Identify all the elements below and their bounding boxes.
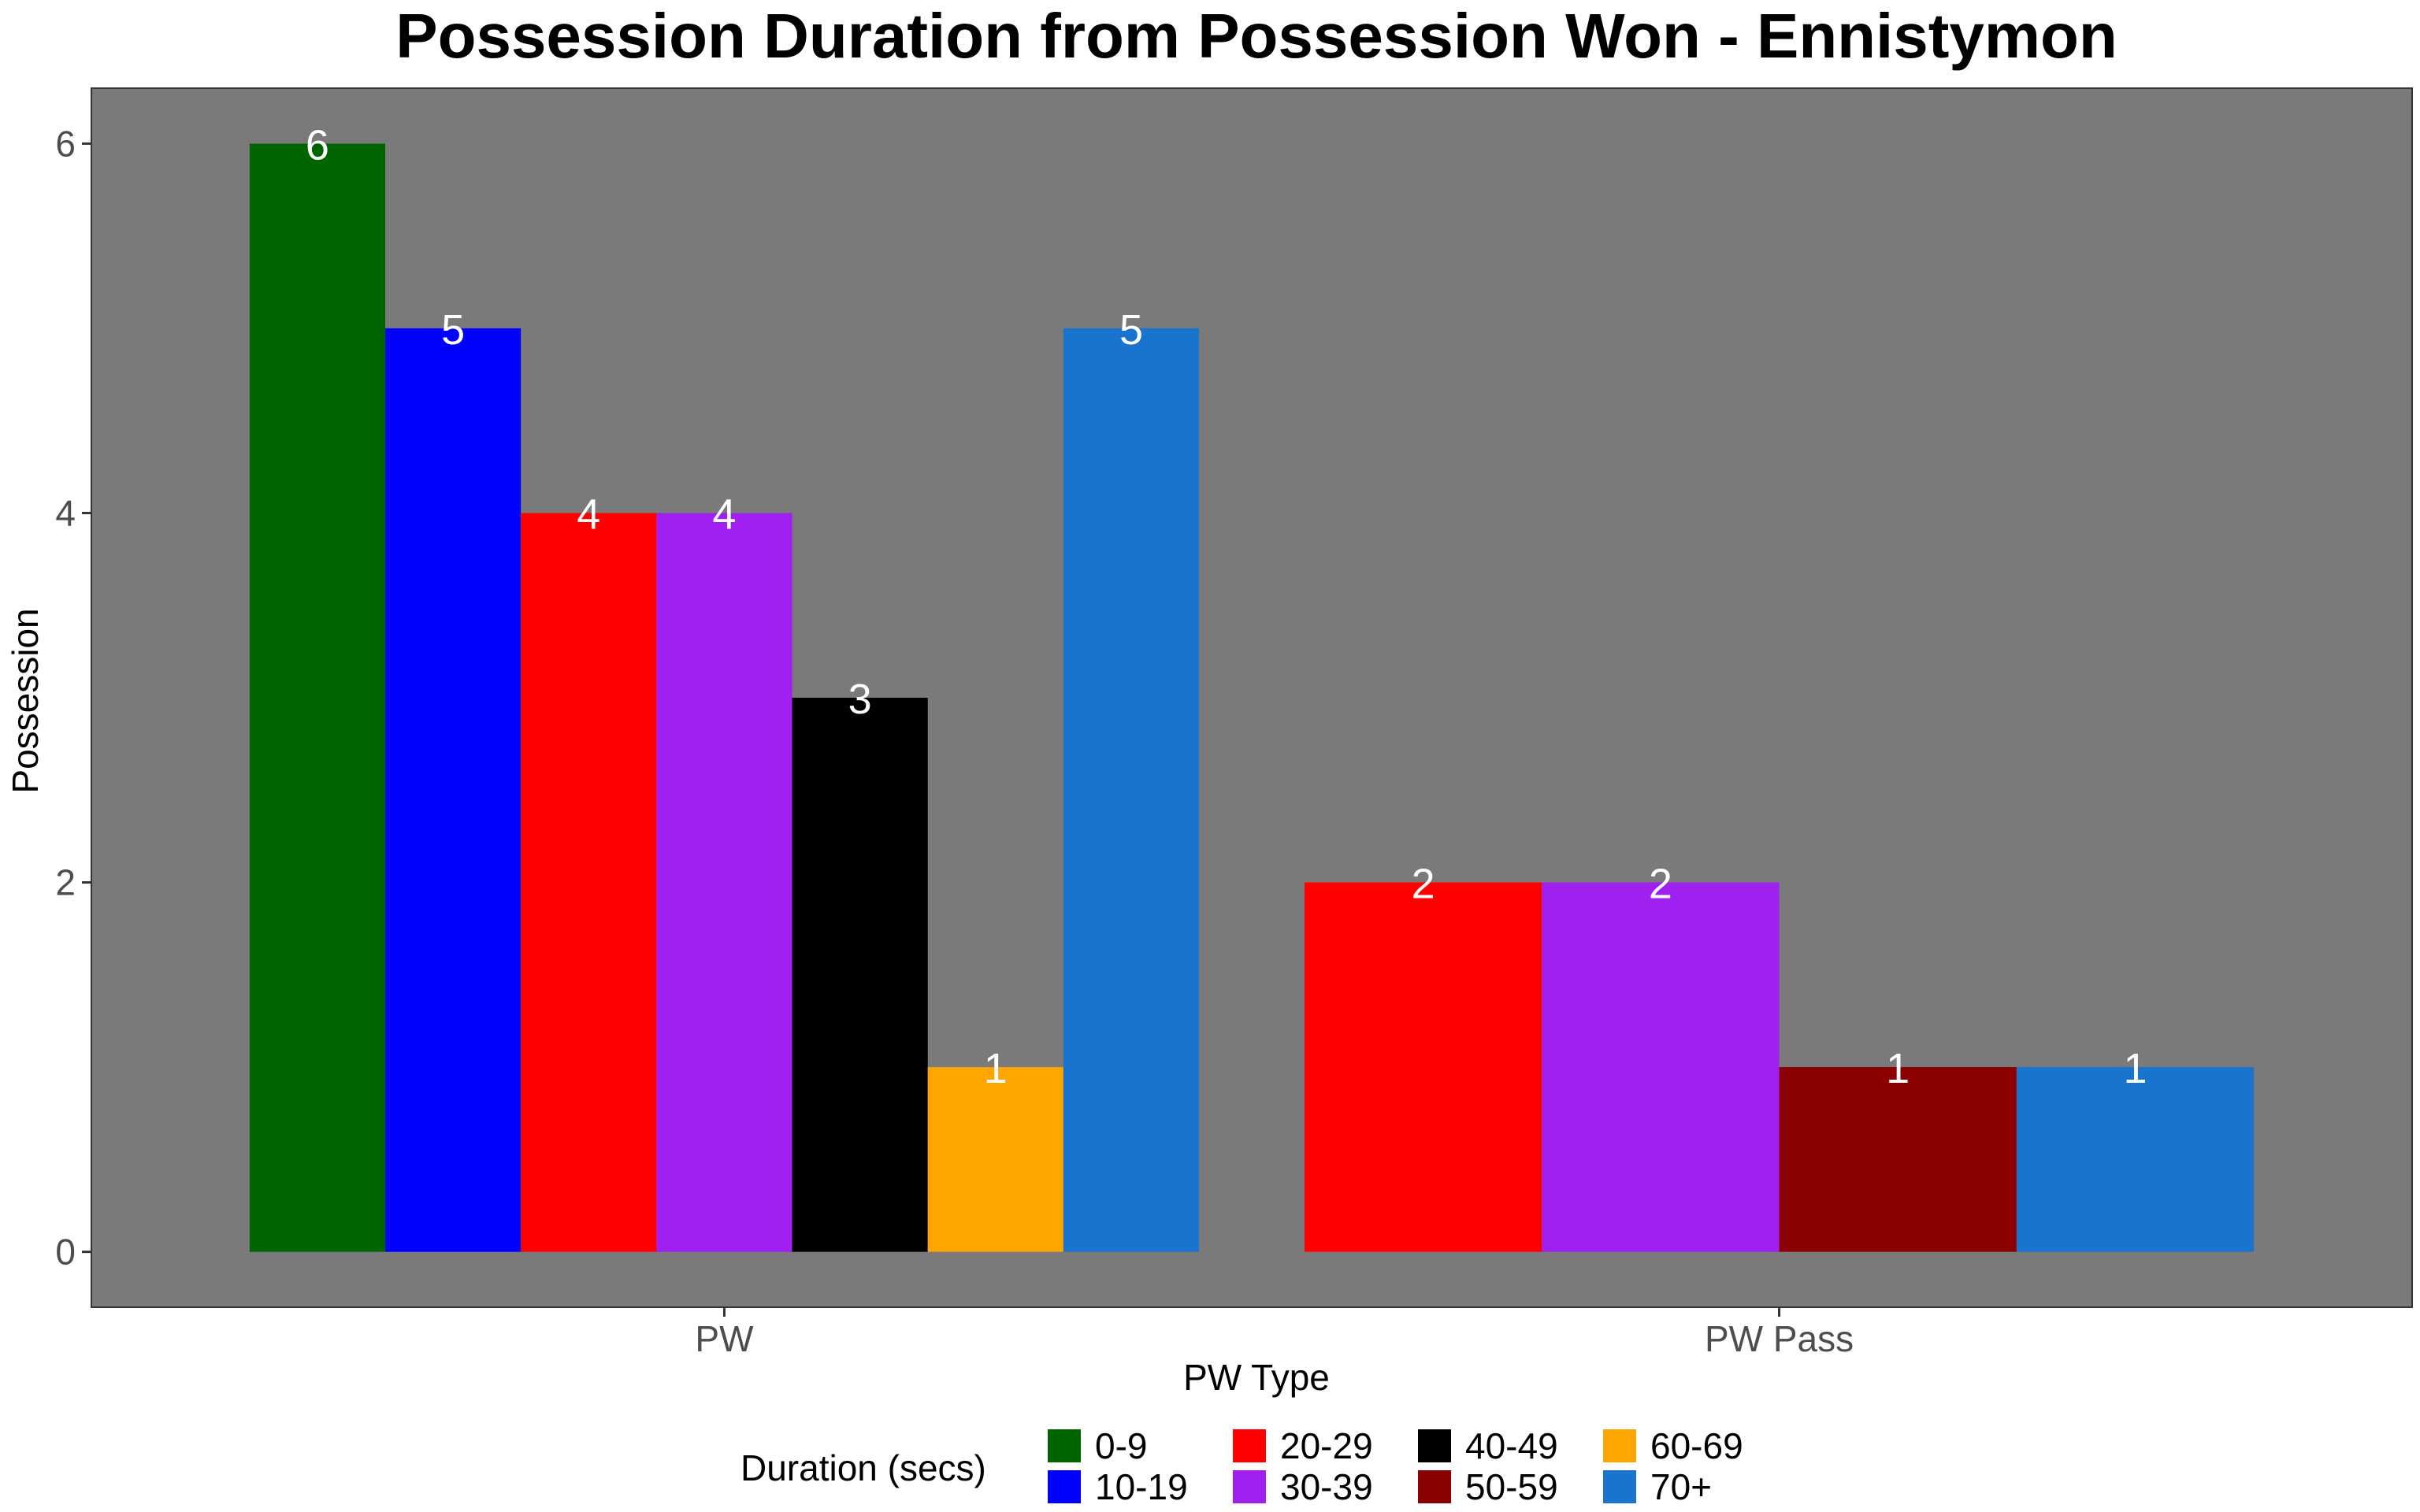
bar-pw-0-9: [249, 143, 386, 1252]
data-label: 3: [848, 676, 872, 723]
legend-key-10-19: [1048, 1470, 1081, 1503]
data-label: 1: [1886, 1045, 1910, 1092]
data-label: 4: [577, 491, 600, 538]
bar-pw-30-39: [656, 513, 792, 1252]
bar-pw-pass-20-29: [1304, 882, 1542, 1252]
bar-pw-pass-30-39: [1542, 882, 1780, 1252]
bar-pw-60-69: [927, 1067, 1063, 1252]
legend-label: 40-49: [1465, 1425, 1558, 1466]
legend-key-40-49: [1418, 1429, 1451, 1462]
legend-key-70+: [1603, 1470, 1636, 1503]
legend-key-50-59: [1418, 1470, 1451, 1503]
y-tick-label: 0: [55, 1232, 76, 1273]
data-label: 1: [2123, 1045, 2147, 1092]
legend-label: 60-69: [1650, 1425, 1743, 1466]
y-tick-label: 2: [55, 862, 76, 903]
legend-key-20-29: [1233, 1429, 1266, 1462]
data-label: 4: [712, 491, 736, 538]
data-label: 1: [984, 1045, 1008, 1092]
bars-layer: [249, 143, 2255, 1252]
data-label: 6: [306, 121, 329, 169]
legend-label: 70+: [1650, 1466, 1712, 1507]
bar-pw-20-29: [521, 513, 657, 1252]
legend-label: 30-39: [1280, 1466, 1373, 1507]
data-label: 2: [1649, 861, 1672, 908]
x-tick-label: PW Pass: [1705, 1318, 1854, 1359]
chart-title: Possession Duration from Possession Won …: [395, 1, 2118, 71]
x-axis: PW PW Pass: [695, 1307, 1854, 1359]
legend-key-0-9: [1048, 1429, 1081, 1462]
data-labels-layer: 6 5 4 4 3 1 5 2 2 1 1: [306, 121, 2147, 1092]
x-tick-label: PW: [695, 1318, 754, 1359]
legend-key-30-39: [1233, 1470, 1266, 1503]
legend-title: Duration (secs): [740, 1447, 986, 1488]
legend-label: 50-59: [1465, 1466, 1558, 1507]
data-label: 5: [441, 306, 465, 354]
legend-label: 20-29: [1280, 1425, 1373, 1466]
data-label: 5: [1119, 306, 1143, 354]
bar-pw-10-19: [385, 328, 521, 1252]
legend-label: 0-9: [1095, 1425, 1147, 1466]
legend-label: 10-19: [1095, 1466, 1188, 1507]
y-tick-label: 4: [55, 492, 76, 533]
y-tick-label: 6: [55, 123, 76, 164]
bar-pw-70+: [1063, 328, 1200, 1252]
y-axis-title: Possession: [5, 608, 46, 793]
bar-pw-pass-70+: [2016, 1067, 2255, 1252]
bar-pw-40-49: [792, 698, 928, 1252]
y-axis: 0 2 4 6: [55, 123, 91, 1273]
x-axis-title: PW Type: [1183, 1357, 1330, 1398]
legend-key-60-69: [1603, 1429, 1636, 1462]
bar-pw-pass-50-59: [1779, 1067, 2017, 1252]
data-label: 2: [1412, 861, 1435, 908]
